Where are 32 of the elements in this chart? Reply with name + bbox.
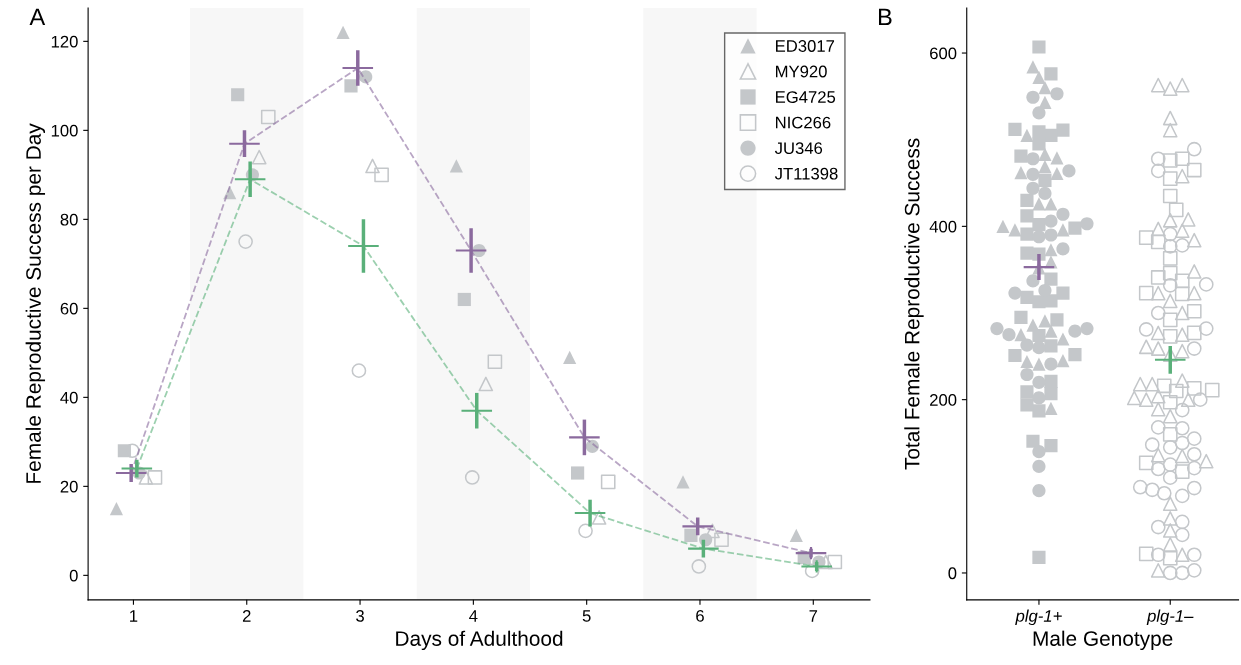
x-tick-label: 7: [809, 610, 818, 622]
y-tick-label: 0: [948, 567, 957, 580]
y-tick-label: 40: [60, 391, 78, 404]
y-tick-label: 60: [60, 302, 78, 315]
x-tick-label: 6: [696, 609, 704, 622]
y-tick-label: 600: [930, 47, 957, 60]
y-tick-label: 400: [929, 220, 957, 233]
chart-title: A: [29, 8, 46, 26]
legend-label: MY920: [776, 65, 827, 78]
legend-label: NIC266: [776, 116, 831, 129]
x-axis-title: Days of Adulthood: [396, 630, 563, 651]
x-tick-label: plg-1–: [1146, 609, 1194, 626]
x-tick-label: 1: [130, 610, 138, 622]
y-tick-label: 80: [60, 213, 78, 226]
y-axis-title: Total Female Reproductive Success: [904, 138, 924, 470]
x-tick-label: plg-1+: [1015, 609, 1062, 626]
y-axis-title: Female Reproductive Success per Day: [25, 123, 46, 483]
legend-label: ED3017: [776, 40, 835, 52]
chart-title: B: [878, 8, 892, 26]
y-tick-label: 200: [930, 394, 957, 406]
y-tick-label: 0: [69, 569, 78, 582]
legend-label: JU346: [774, 142, 823, 155]
x-tick-label: 5: [582, 610, 591, 622]
y-tick-label: 100: [51, 124, 78, 137]
y-tick-label: 20: [60, 480, 78, 493]
x-tick-label: 4: [469, 610, 478, 622]
x-tick-label: 3: [356, 609, 364, 622]
x-axis-title: Male Genotype: [1033, 630, 1173, 651]
legend-label: JT11398: [774, 167, 838, 180]
y-tick-label: 120: [51, 35, 78, 48]
x-tick-label: 2: [242, 609, 251, 622]
legend-label: EG4725: [776, 91, 836, 103]
